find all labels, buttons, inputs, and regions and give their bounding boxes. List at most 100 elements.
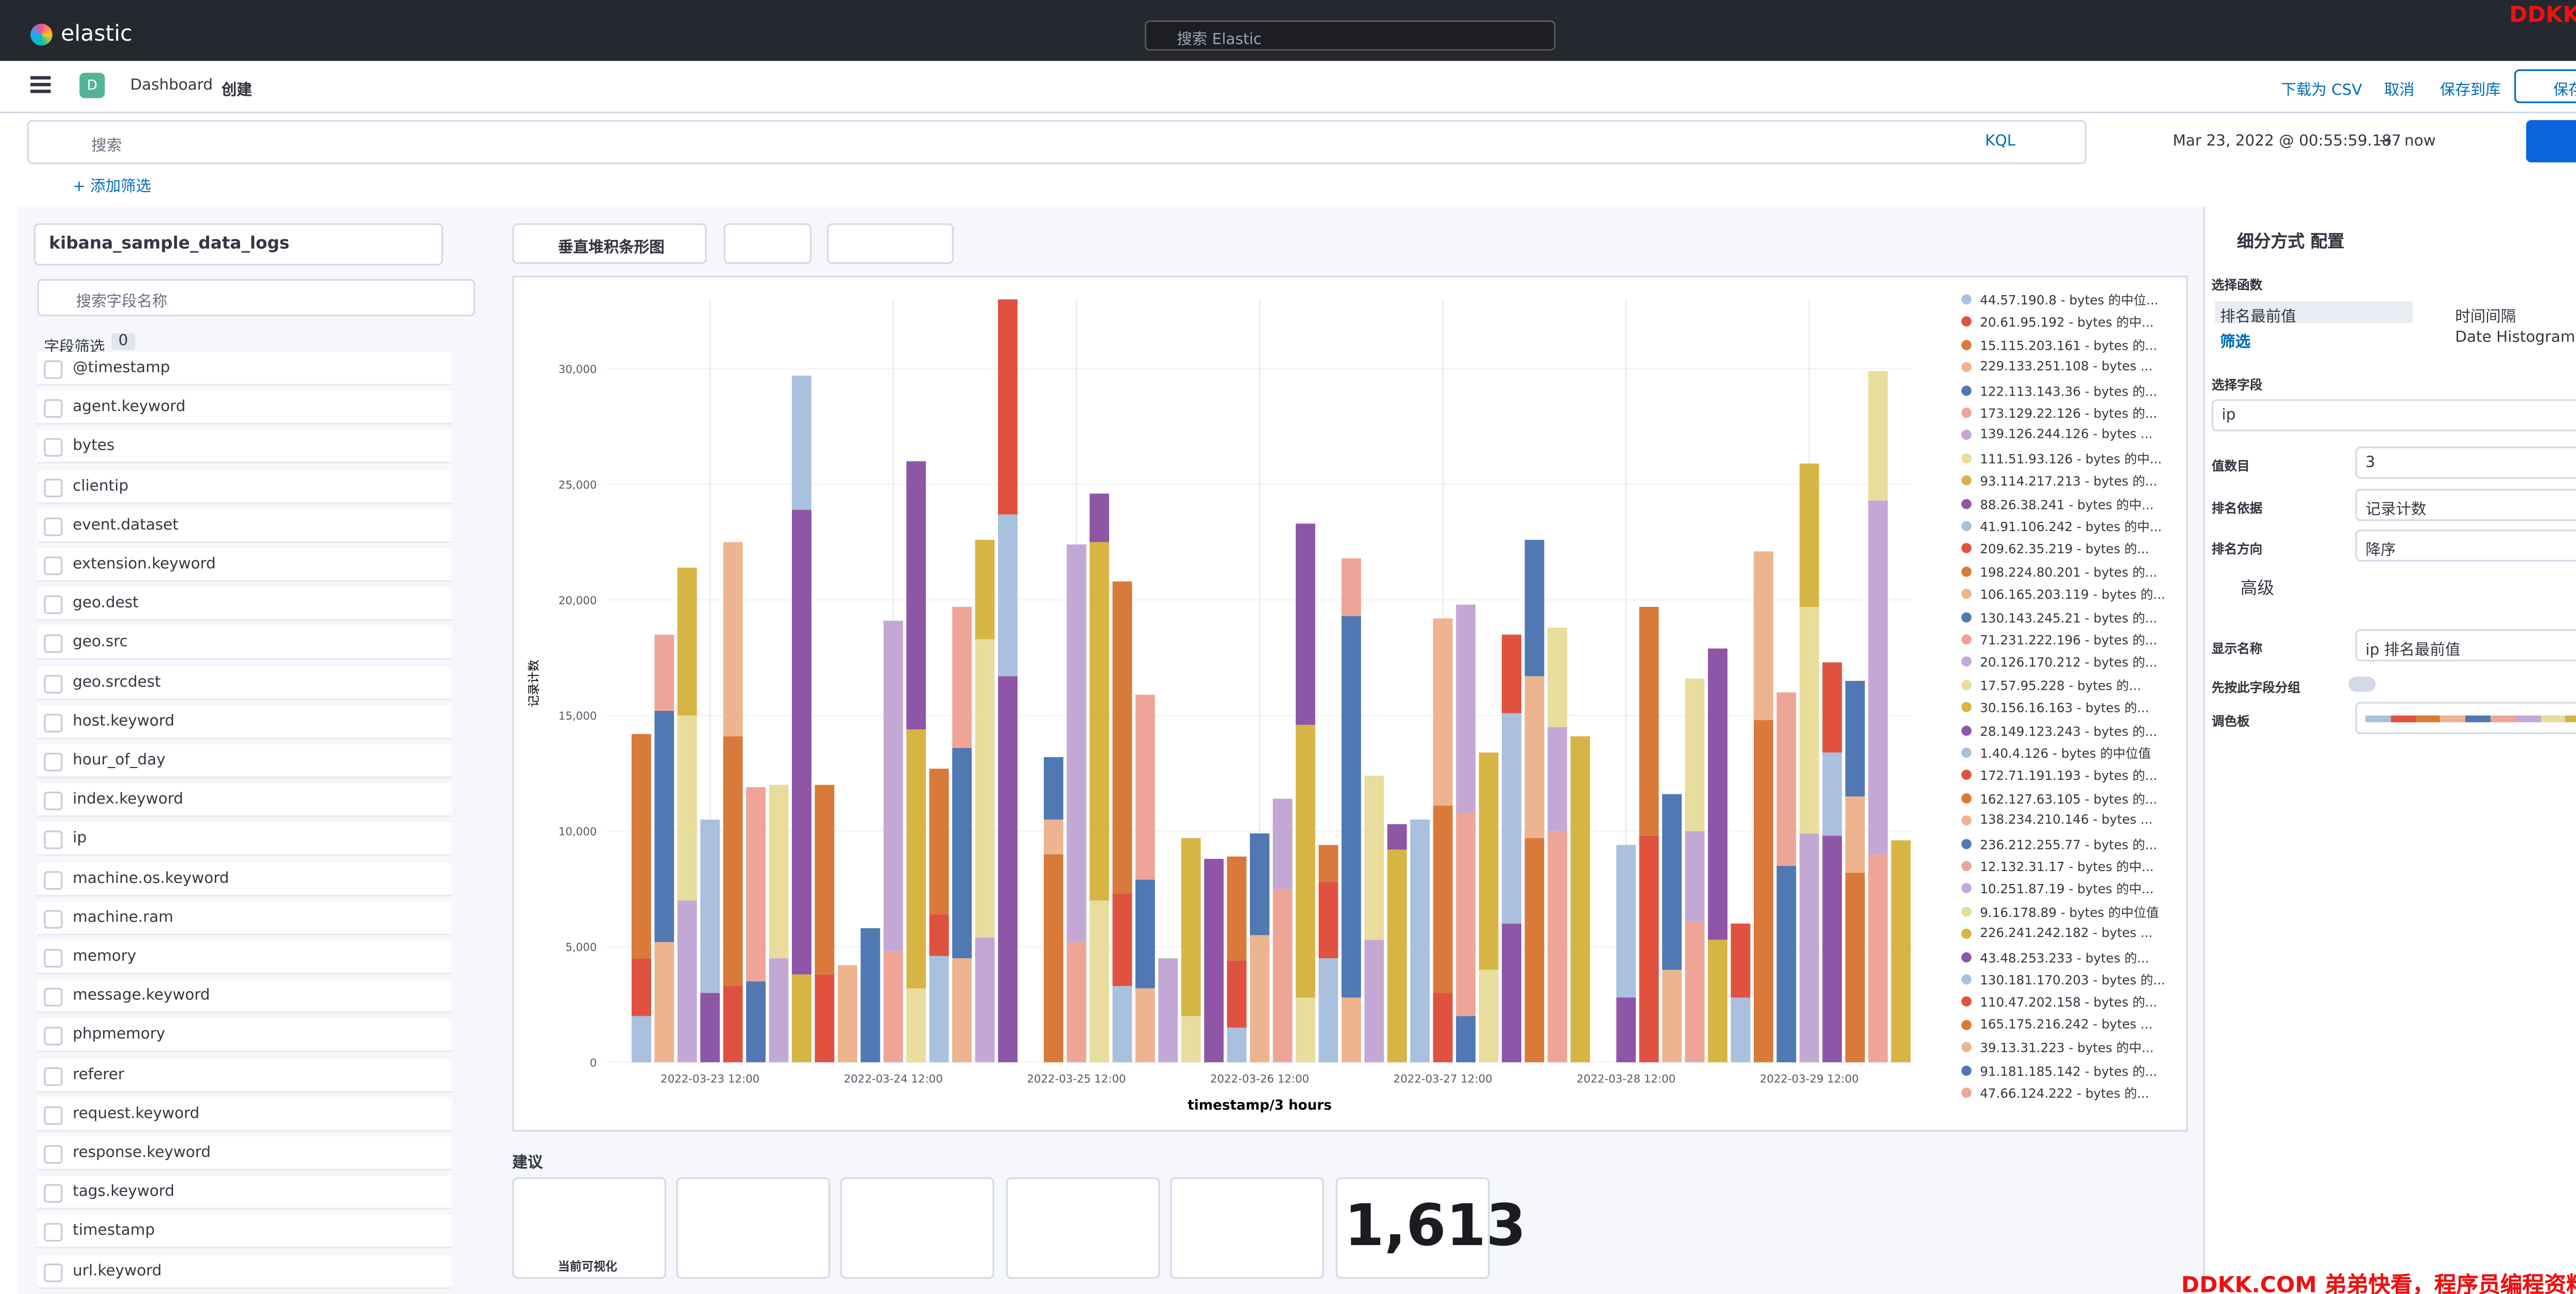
legend-swatch [1961, 747, 1972, 758]
bar-segment [654, 711, 674, 942]
suggestion[interactable] [676, 1177, 831, 1279]
field-item[interactable]: tags.keyword [37, 1176, 452, 1210]
bar-segment [1066, 544, 1087, 942]
field-item[interactable]: hour_of_day [37, 744, 452, 778]
menu-icon[interactable] [30, 76, 51, 80]
field-item[interactable]: url.keyword [37, 1254, 452, 1288]
date-start[interactable]: Mar 23, 2022 @ 00:55:59.187 [2173, 133, 2401, 151]
function-option[interactable]: 时间间隔 [2455, 309, 2516, 327]
advanced-toggle[interactable]: 高级 [2240, 580, 2275, 599]
field-item[interactable]: memory [37, 940, 452, 975]
field-item[interactable]: clientip [37, 469, 452, 504]
chart-type-picker[interactable]: 垂直堆积条形图 [512, 223, 707, 264]
legend-swatch [1961, 997, 1972, 1008]
rank-by-select[interactable]: 记录计数 [2355, 488, 2576, 521]
breadcrumb[interactable]: Dashboard [130, 78, 213, 95]
bar-segment [1753, 551, 1773, 720]
legend-swatch [1961, 770, 1972, 781]
function-option[interactable]: 排名最前值 [2215, 301, 2413, 327]
field-item[interactable]: machine.ram [37, 901, 452, 935]
legend-swatch [1961, 1065, 1972, 1076]
bar-segment [1868, 854, 1888, 1063]
save-return-button[interactable]: 保存并返回 [2514, 69, 2576, 104]
field-item[interactable]: referer [37, 1058, 452, 1092]
field-name: timestamp [73, 1223, 155, 1241]
field-icon [44, 1223, 63, 1242]
bar-segment [1479, 752, 1499, 970]
bar-segment [1250, 833, 1269, 935]
field-item[interactable]: extension.keyword [37, 548, 452, 582]
field-item[interactable]: geo.src [37, 626, 452, 660]
field-item[interactable]: ip [37, 823, 452, 857]
suggestion[interactable] [512, 1177, 667, 1279]
field-item[interactable]: bytes [37, 430, 452, 465]
field-item[interactable]: geo.srcdest [37, 666, 452, 700]
refresh-button[interactable]: 刷新 [2526, 120, 2576, 163]
bar-segment [1112, 893, 1132, 986]
bar-segment [1227, 1027, 1247, 1063]
field-item[interactable]: event.dataset [37, 508, 452, 543]
field-item[interactable]: host.keyword [37, 705, 452, 739]
field-item[interactable]: index.keyword [37, 783, 452, 818]
bar-segment [1822, 662, 1842, 753]
legend-swatch [1961, 679, 1972, 690]
field-item[interactable]: request.keyword [37, 1097, 452, 1132]
date-end[interactable]: now [2404, 133, 2436, 151]
count-input[interactable]: 3 [2355, 446, 2576, 479]
suggestion[interactable] [840, 1177, 994, 1279]
action-link[interactable]: 下载为 CSV [2281, 82, 2362, 100]
kql-toggle[interactable]: KQL [1985, 133, 2016, 151]
action-link[interactable]: 取消 [2384, 82, 2415, 100]
suggestion-metric[interactable]: 1,613 [1335, 1177, 1526, 1279]
field-item[interactable]: response.keyword [37, 1136, 452, 1171]
field-icon [44, 399, 63, 418]
legend-swatch [1961, 407, 1972, 418]
field-item[interactable]: geo.dest [37, 587, 452, 621]
field-name: phpmemory [73, 1027, 165, 1045]
bar-segment [815, 785, 835, 975]
space-badge[interactable]: D [79, 73, 105, 98]
field-name: ip [73, 831, 87, 848]
field-select[interactable]: ip [2211, 399, 2576, 432]
bar-segment [1685, 678, 1705, 831]
toolbar-group[interactable] [826, 223, 954, 264]
bar-segment [1318, 882, 1338, 959]
global-search[interactable]: 搜索 Elastic [1144, 20, 1556, 51]
legend-swatch [1961, 475, 1972, 486]
palette-color [2441, 716, 2466, 723]
display-name-input[interactable]: ip 排名最前值 [2355, 629, 2576, 661]
field-name: response.keyword [73, 1145, 211, 1162]
suggestion[interactable] [1006, 1177, 1160, 1279]
add-filter[interactable]: + 添加筛选 [73, 179, 151, 196]
legend-label: 30.156.16.163 - bytes 的... [1980, 701, 2149, 716]
query-input[interactable]: 搜索 [91, 139, 122, 156]
toggle[interactable] [2348, 676, 2376, 692]
index-pattern[interactable]: kibana_sample_data_logs [33, 223, 443, 266]
field-item[interactable]: timestamp [37, 1215, 452, 1249]
field-item[interactable]: agent.keyword [37, 391, 452, 425]
field-item[interactable]: machine.os.keyword [37, 862, 452, 896]
bar-segment [860, 928, 880, 1063]
field-item[interactable]: message.keyword [37, 979, 452, 1014]
function-option[interactable]: 筛选 [2220, 335, 2251, 352]
bar-segment [1273, 889, 1293, 1063]
bar-segment [1868, 500, 1888, 855]
suggestion[interactable] [1170, 1177, 1324, 1279]
y-tick-label: 20,000 [558, 594, 597, 607]
action-link[interactable]: 保存到库 [2439, 82, 2501, 100]
field-search[interactable]: 搜索字段名称 [37, 279, 476, 317]
query-bar[interactable] [27, 120, 2087, 164]
direction-select[interactable]: 降序 [2355, 529, 2576, 562]
function-option[interactable]: Date Histogram [2455, 330, 2575, 347]
bar-segment [1799, 463, 1819, 607]
bar-segment [1135, 988, 1155, 1063]
bar-segment [1685, 831, 1705, 922]
bar-segment [723, 986, 743, 1063]
field-item[interactable]: @timestamp [37, 352, 452, 386]
field-item[interactable]: phpmemory [37, 1019, 452, 1053]
toolbar-group[interactable] [723, 223, 812, 264]
legend-swatch [1961, 906, 1972, 917]
field-icon [44, 674, 63, 693]
